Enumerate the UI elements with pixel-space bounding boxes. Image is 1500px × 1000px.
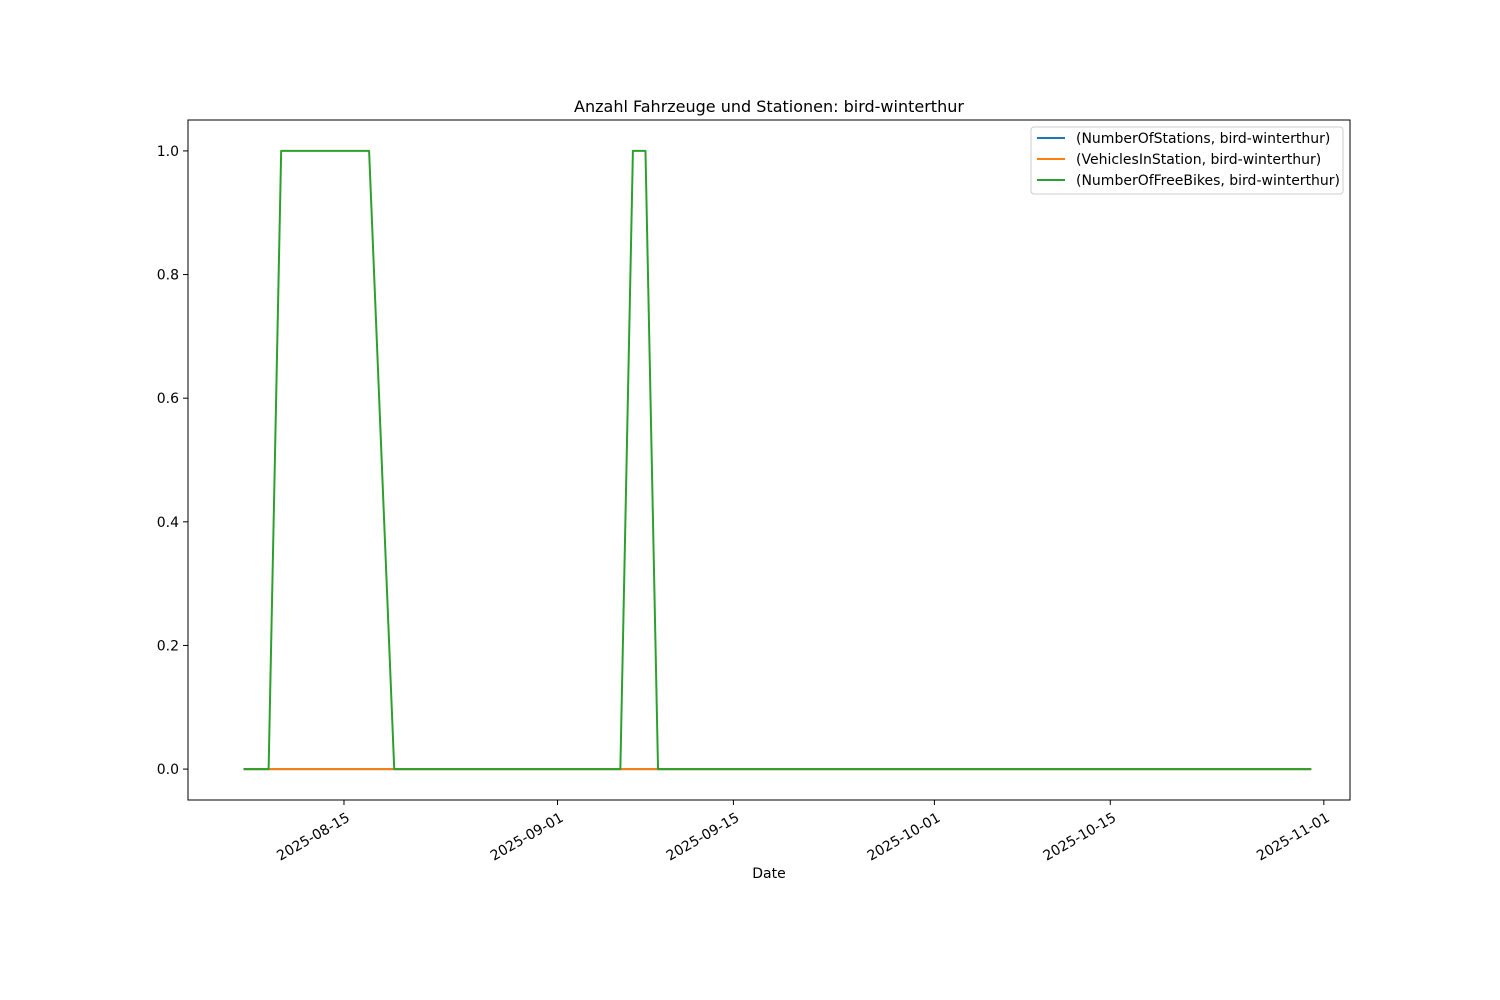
legend-label: (VehiclesInStation, bird-winterthur) xyxy=(1076,152,1321,168)
legend-frame xyxy=(1030,126,1344,195)
x-axis-ticks: 2025-08-15 2025-09-01 2025-09-15 2025-10-01… xyxy=(274,800,1333,865)
y-tick-label: 1.0 xyxy=(157,144,179,160)
y-tick-label: 0.0 xyxy=(157,762,179,778)
y-tick-label: 0.4 xyxy=(157,515,179,531)
x-tick-label: 2025-08-15 xyxy=(274,810,352,865)
y-axis-ticks: 0.0 0.2 0.4 0.6 0.8 1.0 xyxy=(157,144,188,778)
x-tick-label: 2025-11-01 xyxy=(1254,810,1332,865)
legend-label: (NumberOfFreeBikes, bird-winterthur) xyxy=(1076,173,1340,189)
x-tick-label: 2025-10-01 xyxy=(865,810,943,865)
x-axis-label: Date xyxy=(752,866,785,882)
y-tick-label: 0.6 xyxy=(157,391,179,407)
y-tick-label: 0.2 xyxy=(157,638,179,654)
series-line-3 xyxy=(243,149,1312,771)
x-tick-label: 2025-09-15 xyxy=(664,810,742,865)
x-tick-label: 2025-10-15 xyxy=(1041,810,1119,865)
legend-label: (NumberOfStations, bird-winterthur) xyxy=(1076,131,1330,147)
legend: (NumberOfStations, bird-winterthur) (Vehi… xyxy=(1030,126,1344,195)
series-lines xyxy=(243,149,1312,771)
plot-frame xyxy=(187,119,1351,801)
y-tick-label: 0.8 xyxy=(157,268,179,284)
chart-title: Anzahl Fahrzeuge und Stationen: bird-win… xyxy=(574,97,964,116)
x-tick-label: 2025-09-01 xyxy=(488,810,566,865)
